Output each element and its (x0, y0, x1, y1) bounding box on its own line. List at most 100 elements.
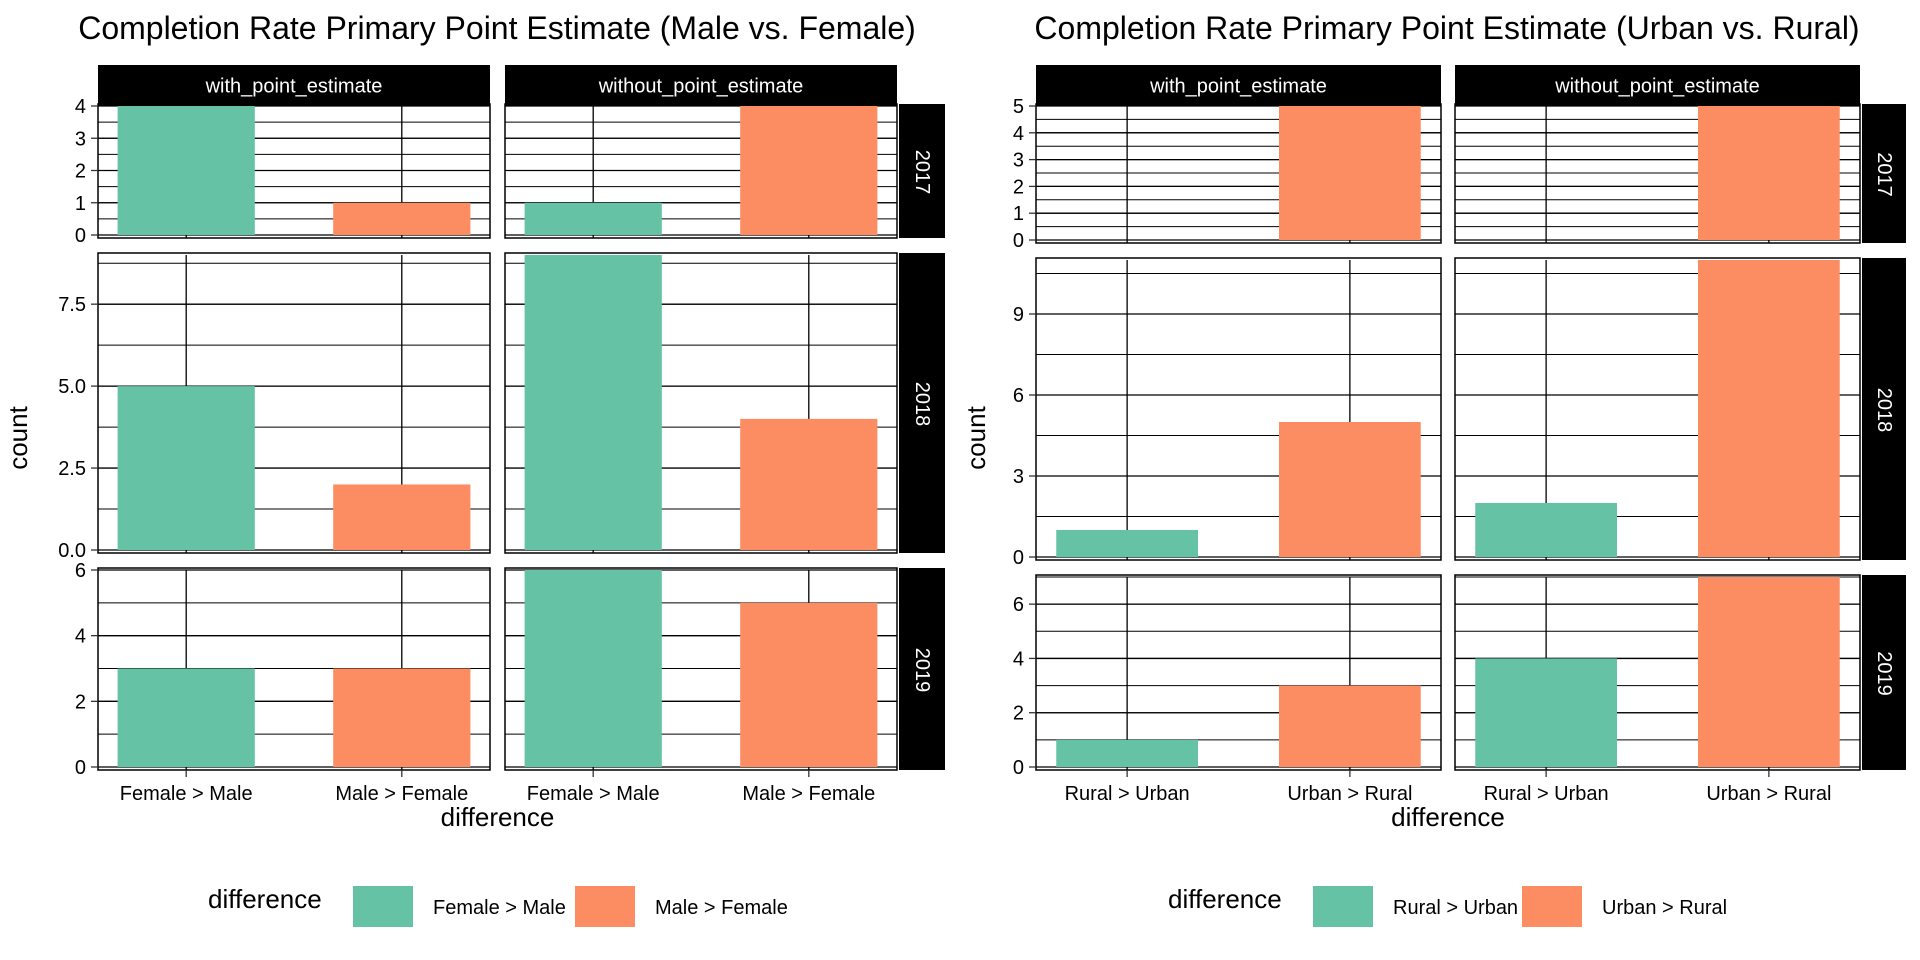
bar (117, 386, 255, 550)
facet-strip (1455, 65, 1860, 106)
x-axis-title: difference (1391, 802, 1505, 832)
facet-panel (1454, 257, 1861, 561)
facet-strip-label: with_point_estimate (1149, 76, 1327, 98)
y-tick-label: 1 (75, 193, 86, 215)
bar (1279, 106, 1421, 240)
y-tick-label: 3 (75, 128, 86, 150)
facet-strip (1036, 65, 1441, 106)
x-tick-label: Female > Male (120, 783, 253, 805)
bar (117, 668, 255, 767)
y-tick-label: 2 (75, 691, 86, 713)
y-tick-label: 4 (75, 96, 86, 118)
bar (740, 418, 878, 550)
bar (1056, 739, 1198, 767)
panel-border (1035, 574, 1442, 771)
x-tick-label: Male > Female (335, 783, 468, 805)
facet-row-label: 2019 (1873, 651, 1895, 696)
bar (524, 255, 662, 550)
bar (740, 106, 878, 235)
y-tick-label: 0 (1013, 547, 1024, 569)
x-tick-label: Rural > Urban (1065, 783, 1190, 805)
facet-panel (1454, 103, 1861, 244)
y-axis-title: count (961, 405, 991, 469)
facet-strip (899, 568, 945, 770)
y-tick-label: 0 (1013, 230, 1024, 252)
panel-border (1035, 103, 1442, 244)
y-tick-label: 0 (75, 225, 86, 247)
chart-1: Completion Rate Primary Point Estimate (… (3, 10, 945, 927)
legend-swatch (1522, 886, 1582, 927)
bar (1475, 503, 1617, 557)
legend-swatch (353, 886, 413, 927)
panel-border (1035, 257, 1442, 561)
y-tick-label: 0 (1013, 757, 1024, 779)
y-tick-label: 6 (1013, 385, 1024, 407)
bar (333, 484, 471, 550)
y-axis-title: count (3, 405, 33, 469)
panel-border (1454, 257, 1861, 561)
y-tick-label: 4 (1013, 123, 1024, 145)
facet-panel (1035, 257, 1442, 561)
facet-panel (504, 103, 898, 239)
facet-row-label: 2019 (911, 648, 933, 693)
bar (524, 202, 662, 235)
facet-panel (1035, 103, 1442, 244)
legend-title: difference (208, 884, 322, 914)
y-tick-label: 0 (75, 757, 86, 779)
y-tick-label: 0.0 (58, 540, 86, 562)
facet-panel (97, 103, 491, 239)
chart-title: Completion Rate Primary Point Estimate (… (1034, 10, 1859, 46)
y-tick-label: 7.5 (58, 294, 86, 316)
y-tick-label: 3 (1013, 466, 1024, 488)
facet-strip (1862, 104, 1906, 243)
panel-border (97, 567, 491, 771)
panel-border (1454, 103, 1861, 244)
facet-panel (504, 252, 898, 554)
facet-strip (98, 65, 490, 106)
facet-row-label: 2018 (911, 382, 933, 427)
y-tick-label: 5 (1013, 96, 1024, 118)
x-tick-label: Female > Male (527, 783, 660, 805)
y-tick-label: 6 (1013, 594, 1024, 616)
bar (1698, 577, 1840, 767)
x-tick-label: Urban > Rural (1287, 783, 1412, 805)
x-axis-title: difference (441, 802, 555, 832)
facet-strip-label: without_point_estimate (1554, 76, 1760, 98)
y-tick-label: 5.0 (58, 376, 86, 398)
bar (333, 202, 471, 235)
legend-label: Male > Female (655, 897, 788, 919)
facet-panel (97, 567, 491, 771)
panel-border (1454, 574, 1861, 771)
facet-panel (97, 252, 491, 554)
legend: difference Female > Male Male > Female (208, 884, 788, 927)
y-tick-label: 3 (1013, 150, 1024, 172)
bar (333, 668, 471, 767)
panel-border (504, 567, 898, 771)
facet-strip (1862, 258, 1906, 560)
facet-strip-label: with_point_estimate (205, 76, 383, 98)
y-tick-label: 2 (1013, 703, 1024, 725)
chart-2: Completion Rate Primary Point Estimate (… (961, 10, 1906, 927)
y-tick-label: 9 (1013, 304, 1024, 326)
facet-panel (1454, 574, 1861, 771)
bar (1279, 685, 1421, 767)
bar (117, 106, 255, 235)
bar (740, 602, 878, 767)
facet-panel (1035, 574, 1442, 771)
panel-border (97, 252, 491, 554)
facet-row-label: 2017 (1873, 152, 1895, 197)
x-tick-label: Male > Female (742, 783, 875, 805)
bar (1475, 658, 1617, 767)
legend: difference Rural > Urban Urban > Rural (1168, 884, 1727, 927)
y-tick-label: 6 (75, 560, 86, 582)
bar (1698, 106, 1840, 240)
chart-title: Completion Rate Primary Point Estimate (… (78, 10, 916, 46)
y-tick-label: 2.5 (58, 458, 86, 480)
facet-strip (505, 65, 897, 106)
legend-label: Urban > Rural (1602, 897, 1727, 919)
facet-strip (899, 253, 945, 553)
legend-swatch (1313, 886, 1373, 927)
facet-strip (899, 104, 945, 238)
facet-row-label: 2018 (1873, 388, 1895, 433)
legend-label: Rural > Urban (1393, 897, 1518, 919)
